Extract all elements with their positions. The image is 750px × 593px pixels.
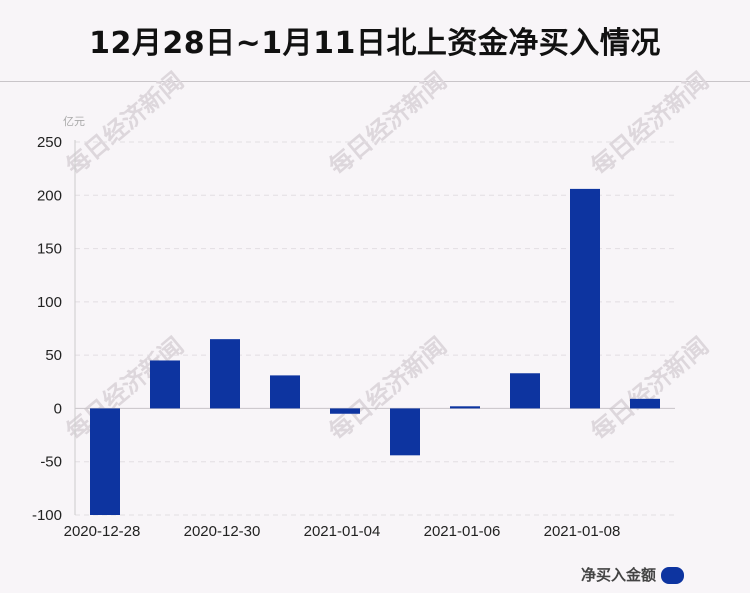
y-tick-label: 100 (37, 294, 62, 311)
bar-2021-01-07 (510, 373, 540, 409)
y-tick-label: 0 (54, 400, 62, 417)
y-tick-label: 150 (37, 241, 62, 258)
legend: 净买入金额 (581, 566, 684, 584)
y-tick-label: 200 (37, 187, 62, 204)
x-axis-ticks: 2020-12-28 2020-12-30 2021-01-04 2021-01-06… (64, 523, 621, 540)
bar-2020-12-30 (210, 339, 240, 409)
bar-2021-01-11 (630, 398, 660, 409)
bars (90, 188, 660, 515)
bar-2021-01-08 (570, 188, 600, 409)
y-tick-label: 250 (37, 134, 62, 151)
bar-2021-01-06 (450, 406, 480, 409)
y-tick-label: 50 (45, 347, 62, 364)
x-tick-label: 2021-01-04 (304, 523, 381, 540)
title-divider (0, 81, 750, 82)
x-tick-label: 2021-01-06 (424, 523, 501, 540)
bar-2021-01-05 (390, 408, 420, 456)
watermark: 每日经济新闻 (324, 332, 452, 446)
y-axis-ticks: -100 -50 0 50 100 150 200 250 (32, 134, 62, 524)
legend-label: 净买入金额 (581, 566, 656, 584)
watermark: 每日经济新闻 (586, 67, 714, 181)
bar-2020-12-29 (150, 360, 180, 409)
legend-swatch (661, 567, 684, 584)
x-tick-label: 2020-12-28 (64, 523, 141, 540)
bar-2021-01-04 (330, 408, 360, 414)
y-axis-unit: 亿元 (63, 115, 85, 128)
x-tick-label: 2020-12-30 (184, 523, 261, 540)
watermark: 每日经济新闻 (586, 332, 714, 446)
y-tick-label: -100 (32, 507, 62, 524)
bar-2020-12-28 (90, 408, 120, 515)
watermark: 每日经济新闻 (324, 67, 452, 181)
x-tick-label: 2021-01-08 (544, 523, 621, 540)
y-tick-label: -50 (40, 454, 62, 471)
chart-title: 12月28日~1月11日北上资金净买入情况 (89, 26, 661, 61)
bar-2020-12-31 (270, 375, 300, 409)
